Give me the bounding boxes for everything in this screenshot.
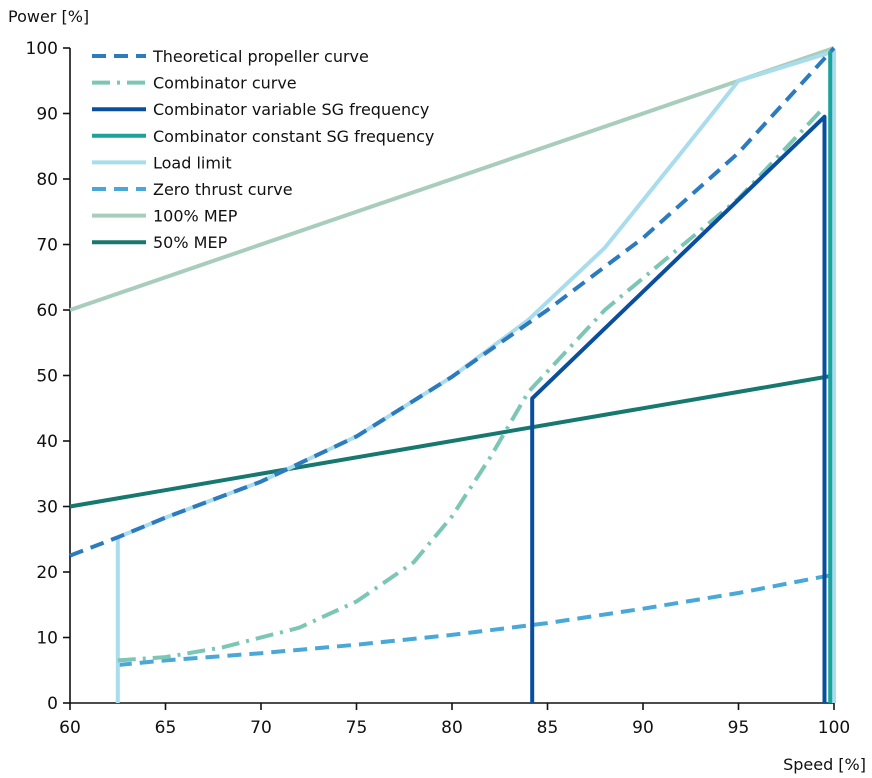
series-line-7 (69, 373, 835, 509)
legend-label: Theoretical propeller curve (152, 47, 369, 66)
y-tick-label: 50 (36, 367, 58, 387)
legend-label: Load limit (153, 153, 232, 172)
legend-label: 100% MEP (153, 207, 238, 226)
series-line-4 (115, 49, 836, 703)
y-tick-label: 80 (36, 170, 58, 190)
x-tick-label: 65 (155, 718, 177, 738)
y-tick-label: 30 (36, 498, 58, 518)
y-tick-label: 10 (36, 629, 58, 649)
y-tick-label: 20 (36, 563, 58, 583)
legend: Theoretical propeller curve Combinator cu… (92, 47, 434, 252)
x-tick-label: 100 (818, 718, 850, 738)
series-line-6 (69, 46, 835, 312)
y-tick-label: 40 (36, 432, 58, 452)
x-tick-label: 75 (346, 718, 368, 738)
x-tick-label: 95 (728, 718, 750, 738)
y-tick-label: 90 (36, 105, 58, 125)
x-tick-label: 85 (537, 718, 559, 738)
y-tick-label: 0 (47, 694, 58, 714)
series-line-0 (69, 46, 836, 558)
series-line-1 (117, 105, 826, 663)
axes: 0 10 20 30 40 50 60 70 80 90 100 60 65 70 75 80 85 90 95 10… (26, 39, 851, 738)
legend-label: Combinator constant SG frequency (153, 127, 434, 146)
x-tick-label: 60 (59, 718, 81, 738)
x-tick-label: 70 (250, 718, 272, 738)
x-tick-label: 90 (632, 718, 654, 738)
legend-label: Combinator variable SG frequency (153, 100, 429, 119)
x-axis-label: Speed [%] (783, 755, 866, 774)
y-tick-label: 60 (36, 301, 58, 321)
y-axis-label: Power [%] (8, 7, 89, 26)
legend-label: Zero thrust curve (153, 180, 293, 199)
series-line-5 (117, 572, 835, 667)
legend-label: Combinator curve (153, 74, 297, 93)
series-line-2 (530, 114, 827, 703)
y-tick-label: 70 (36, 236, 58, 256)
legend-label: 50% MEP (153, 233, 228, 252)
x-tick-label: 80 (441, 718, 463, 738)
series-layer (69, 46, 836, 703)
y-tick-label: 100 (26, 39, 58, 59)
